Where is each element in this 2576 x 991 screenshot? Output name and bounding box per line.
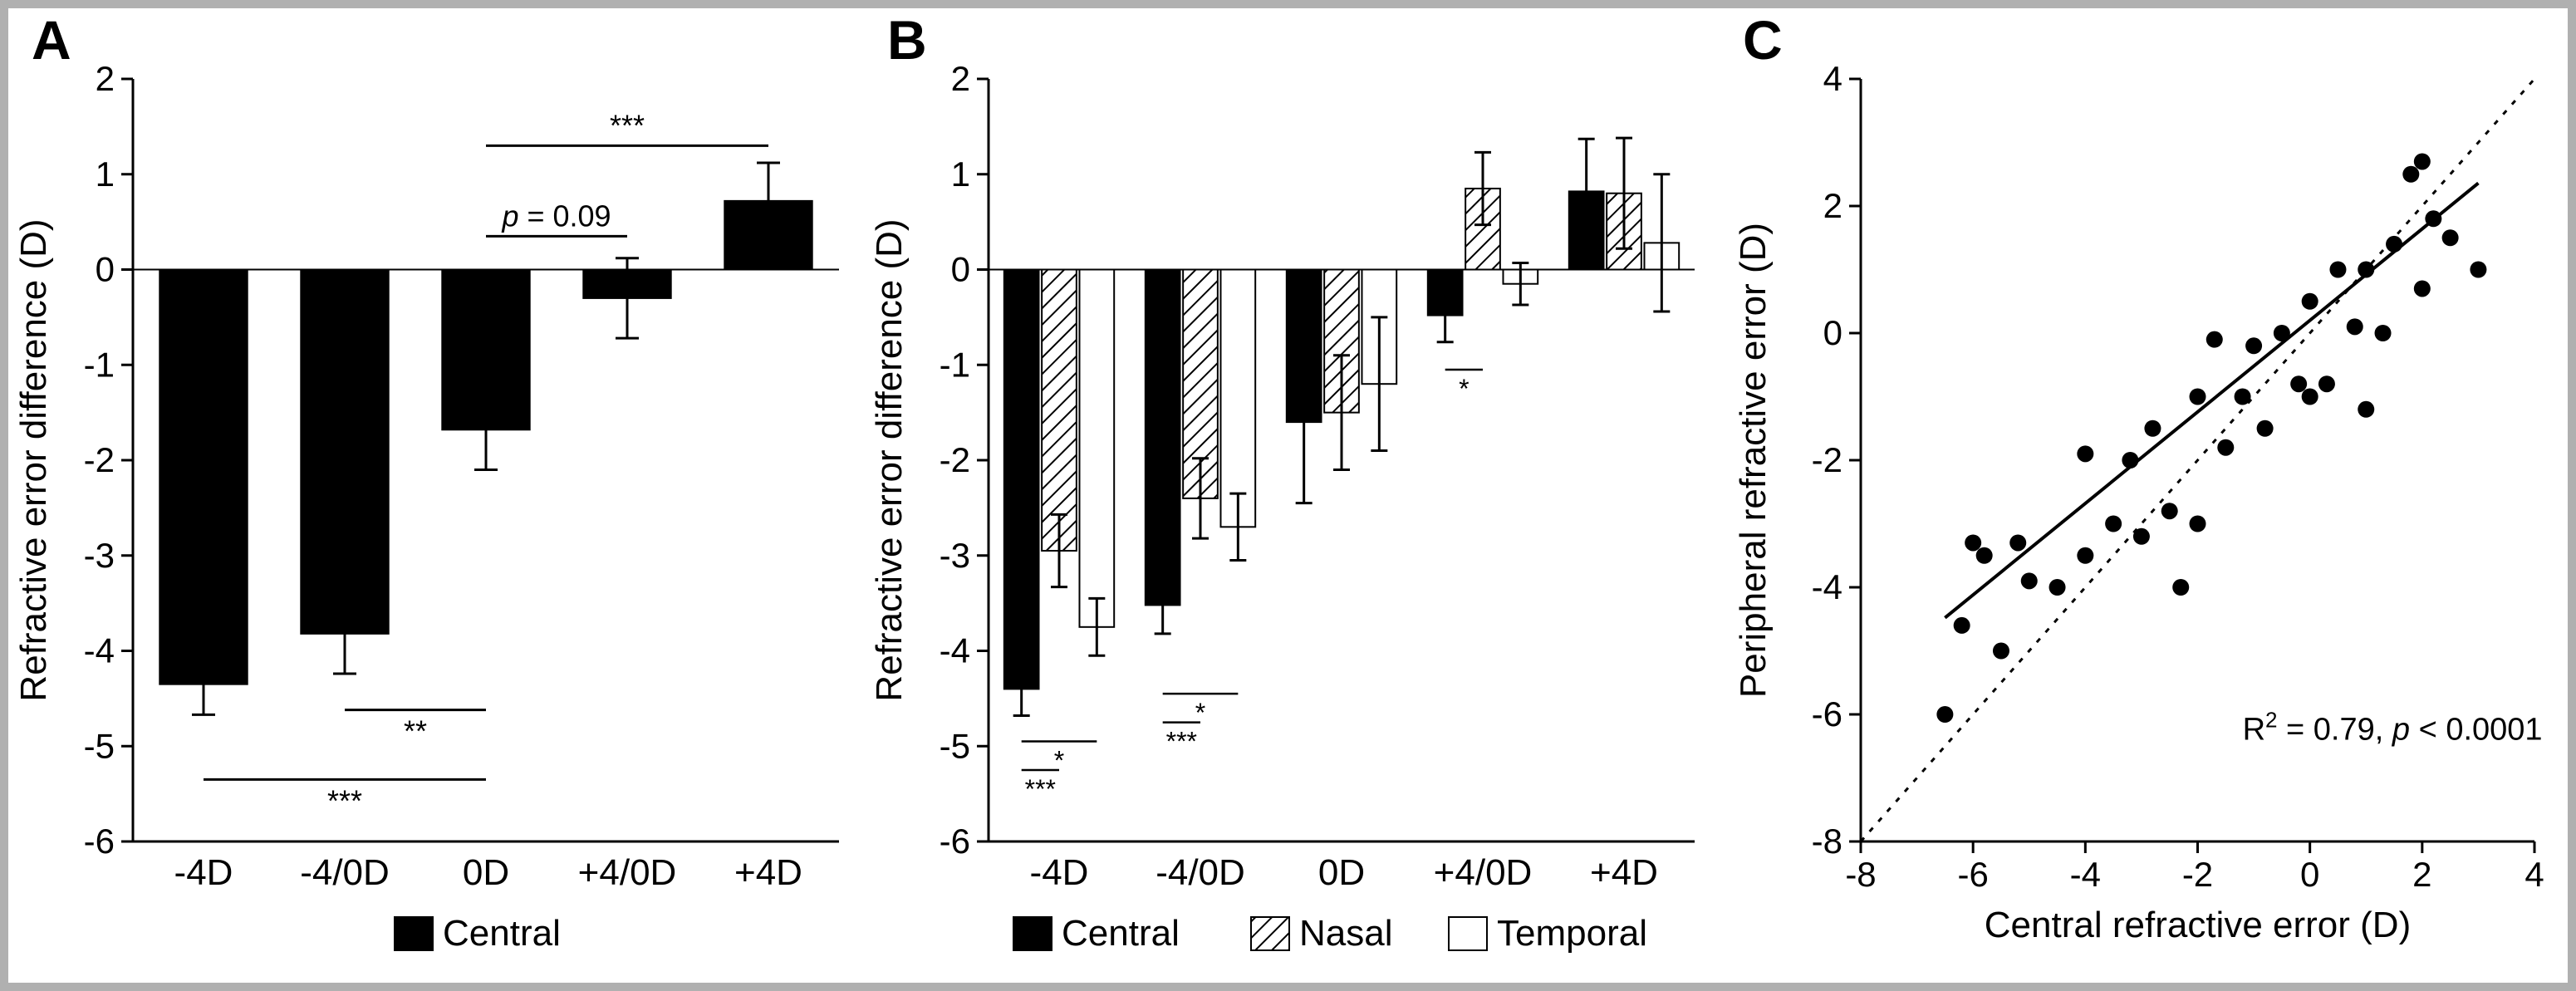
svg-text:4: 4 [1823, 59, 1842, 98]
panel-c-label: C [1743, 8, 1783, 71]
svg-text:*: * [1459, 374, 1469, 404]
svg-text:0: 0 [1823, 313, 1842, 352]
svg-text:0: 0 [951, 250, 970, 289]
svg-text:-8: -8 [1845, 855, 1876, 894]
svg-text:1: 1 [96, 155, 115, 194]
figure-inner: A -6 -5 -4 -3 -2 -1 0 1 2 Refractive error differ… [8, 8, 2568, 983]
svg-text:p = 0.09: p = 0.09 [501, 199, 611, 233]
panel-b-label: B [887, 8, 927, 71]
figure-frame: A -6 -5 -4 -3 -2 -1 0 1 2 Refractive error differ… [0, 0, 2576, 991]
svg-text:+4D: +4D [734, 852, 802, 893]
panel-c-chart: -8 -6 -4 -2 0 2 4 -8 -6 -4 -2 0 2 4 Central refractive… [1720, 8, 2568, 983]
svg-text:+4D: +4D [1590, 852, 1658, 893]
svg-text:-2: -2 [940, 440, 970, 479]
svg-text:Central: Central [1062, 913, 1180, 954]
svg-text:1: 1 [951, 155, 970, 194]
panel-a-chart: -6 -5 -4 -3 -2 -1 0 1 2 Refractive error differen… [8, 8, 864, 983]
svg-text:-6: -6 [940, 822, 970, 861]
svg-text:***: *** [610, 108, 645, 142]
svg-text:-5: -5 [84, 726, 115, 765]
svg-text:+4/0D: +4/0D [1434, 852, 1533, 893]
svg-text:-1: -1 [84, 345, 115, 384]
svg-text:-6: -6 [84, 822, 115, 861]
svg-text:***: *** [327, 783, 362, 817]
svg-text:-4: -4 [940, 631, 970, 670]
svg-text:-4: -4 [1812, 567, 1842, 606]
svg-text:-6: -6 [1812, 694, 1842, 733]
svg-text:Refractive error difference (D: Refractive error difference (D) [13, 218, 54, 701]
svg-text:***: *** [1166, 727, 1197, 757]
svg-text:-4/0D: -4/0D [1156, 852, 1245, 893]
svg-text:Nasal: Nasal [1299, 913, 1393, 954]
panel-a: A -6 -5 -4 -3 -2 -1 0 1 2 Refractive error differ… [8, 8, 864, 983]
svg-text:0: 0 [96, 250, 115, 289]
svg-text:Temporal: Temporal [1497, 913, 1647, 954]
panel-c: C -8 -6 -4 -2 0 2 4 -8 -6 -4 -2 0 2 4 Central refracti… [1720, 8, 2568, 983]
svg-text:-8: -8 [1812, 822, 1842, 861]
svg-text:*: * [1054, 746, 1064, 776]
svg-text:Central: Central [443, 913, 561, 954]
svg-text:0: 0 [2300, 855, 2319, 894]
svg-text:Central refractive error (D): Central refractive error (D) [1985, 905, 2411, 945]
svg-text:-4: -4 [2070, 855, 2101, 894]
panel-b-chart: -6 -5 -4 -3 -2 -1 0 1 2 Refractive error differen… [864, 8, 1720, 983]
svg-text:-2: -2 [2182, 855, 2213, 894]
svg-text:4: 4 [2524, 855, 2544, 894]
svg-text:R2 = 0.79, p < 0.0001: R2 = 0.79, p < 0.0001 [2243, 708, 2543, 748]
svg-text:-3: -3 [940, 536, 970, 575]
svg-text:2: 2 [1823, 186, 1842, 225]
svg-text:0D: 0D [463, 852, 509, 893]
svg-text:***: *** [1025, 774, 1056, 804]
svg-text:2: 2 [96, 59, 115, 98]
svg-text:-2: -2 [84, 440, 115, 479]
svg-text:-6: -6 [1957, 855, 1988, 894]
panel-a-label: A [32, 8, 71, 71]
svg-text:-1: -1 [940, 345, 970, 384]
svg-text:-4: -4 [84, 631, 115, 670]
svg-text:0D: 0D [1318, 852, 1365, 893]
svg-text:2: 2 [2412, 855, 2431, 894]
svg-text:-3: -3 [84, 536, 115, 575]
svg-text:*: * [1195, 698, 1205, 728]
svg-text:-4D: -4D [1030, 852, 1089, 893]
panel-b: B -6 -5 -4 -3 -2 -1 0 1 2 Refractive error differ… [864, 8, 1720, 983]
svg-text:-4/0D: -4/0D [300, 852, 390, 893]
svg-text:-4D: -4D [174, 852, 233, 893]
svg-text:Peripheral refractive error (D: Peripheral refractive error (D) [1733, 223, 1774, 698]
svg-text:-5: -5 [940, 726, 970, 765]
svg-text:**: ** [404, 714, 427, 748]
svg-text:2: 2 [951, 59, 970, 98]
svg-text:-2: -2 [1812, 440, 1842, 479]
svg-text:+4/0D: +4/0D [578, 852, 677, 893]
svg-text:Refractive error difference (D: Refractive error difference (D) [869, 218, 910, 701]
